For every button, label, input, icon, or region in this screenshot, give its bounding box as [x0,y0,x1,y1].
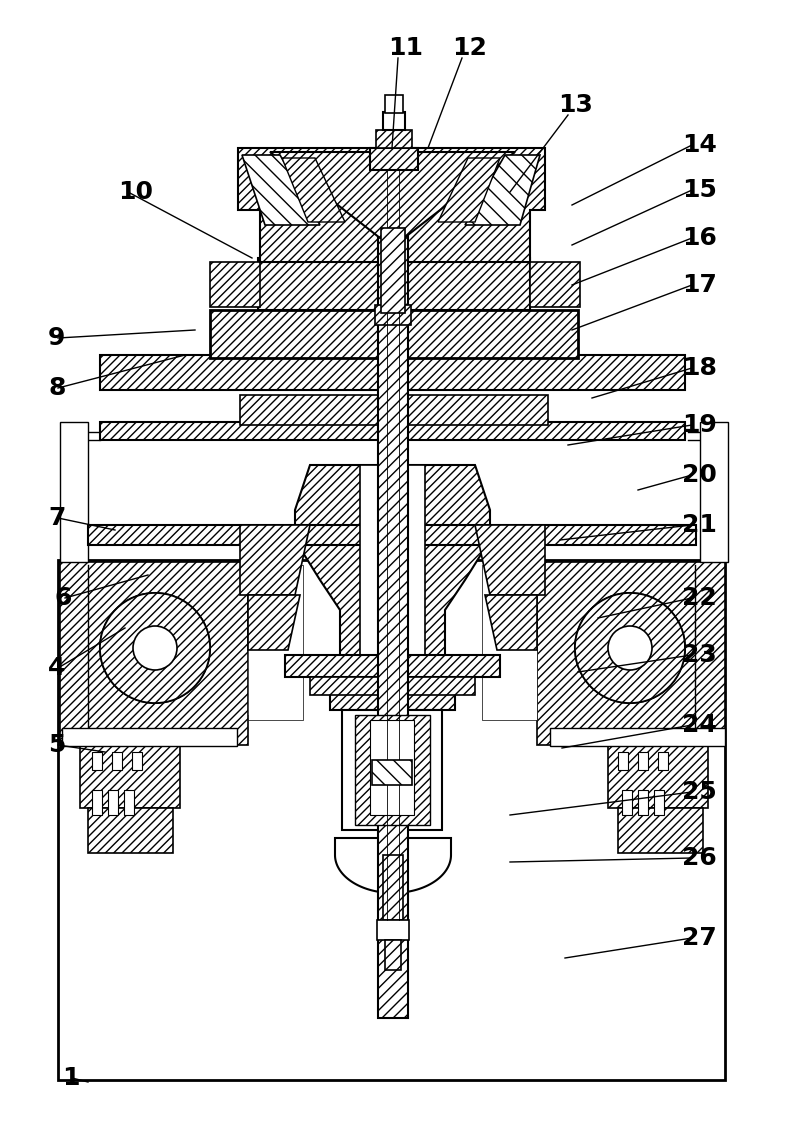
Bar [248,545,300,715]
Bar [654,790,664,815]
Polygon shape [465,155,540,225]
Bar [485,545,537,715]
Polygon shape [485,596,537,650]
Circle shape [100,593,210,703]
Bar [60,562,248,745]
Bar [88,808,173,853]
Text: 18: 18 [682,356,717,380]
Polygon shape [295,466,490,660]
Text: 27: 27 [682,925,717,950]
Bar [100,355,685,390]
Bar [383,855,403,920]
Bar [482,565,537,720]
Text: 13: 13 [558,93,593,118]
Bar [381,228,405,313]
Polygon shape [242,155,320,225]
Bar [210,262,260,307]
Bar [608,738,708,808]
Bar [700,421,728,562]
Polygon shape [475,525,545,596]
Bar [618,808,703,853]
Circle shape [608,626,652,670]
Bar [530,262,580,307]
Bar [622,790,632,815]
Bar [58,560,725,1080]
Text: 15: 15 [682,179,717,202]
Polygon shape [240,525,310,596]
Text: 11: 11 [388,36,423,60]
Bar [378,148,408,1018]
Text: 16: 16 [682,226,717,250]
Bar [62,728,237,746]
Polygon shape [335,838,451,893]
Polygon shape [282,158,345,221]
Polygon shape [248,596,300,650]
Bar [370,720,414,815]
Text: 20: 20 [682,463,717,487]
Bar [360,466,425,664]
Text: 8: 8 [48,376,66,400]
Bar [80,738,180,808]
Bar [377,920,409,940]
Bar [375,305,411,325]
Text: 7: 7 [48,506,66,530]
Bar [108,790,118,815]
Circle shape [575,593,685,703]
Text: 23: 23 [682,643,717,667]
Circle shape [575,593,685,703]
Bar [88,525,696,545]
Bar [112,751,122,770]
Text: 9: 9 [48,325,66,350]
Circle shape [100,593,210,703]
Bar [376,130,412,148]
Text: 10: 10 [118,180,153,205]
Bar [92,751,102,770]
Text: 19: 19 [682,412,717,437]
Bar [638,751,648,770]
Bar [385,95,403,113]
Bar [618,751,628,770]
Bar [124,790,134,815]
Bar [60,421,88,562]
Text: 4: 4 [48,657,66,680]
Text: 25: 25 [682,780,717,805]
Text: 14: 14 [682,133,717,157]
Bar [355,715,430,825]
Bar [658,751,668,770]
Bar [342,710,442,831]
Polygon shape [438,158,500,221]
Bar [550,728,725,746]
Bar [92,790,102,815]
Bar [385,940,401,970]
Bar [330,660,455,710]
Bar [240,396,548,425]
Text: 5: 5 [48,733,66,757]
Bar [248,565,303,720]
Circle shape [133,626,177,670]
Bar [132,751,142,770]
Bar [537,562,725,745]
Polygon shape [270,153,515,238]
Text: 12: 12 [452,36,487,60]
Bar [100,421,685,440]
Bar [310,677,475,695]
Text: 26: 26 [682,846,717,870]
Bar [210,310,578,358]
Text: 22: 22 [682,586,717,610]
Bar [370,148,418,170]
Text: 24: 24 [682,713,717,737]
Text: 21: 21 [682,513,717,537]
Text: 17: 17 [682,273,717,297]
Bar [258,258,530,310]
Bar [383,112,405,130]
Polygon shape [238,148,545,262]
Bar [285,655,500,677]
Bar [372,760,412,785]
Text: 1: 1 [62,1066,79,1090]
Bar [638,790,648,815]
Text: 6: 6 [55,586,72,610]
